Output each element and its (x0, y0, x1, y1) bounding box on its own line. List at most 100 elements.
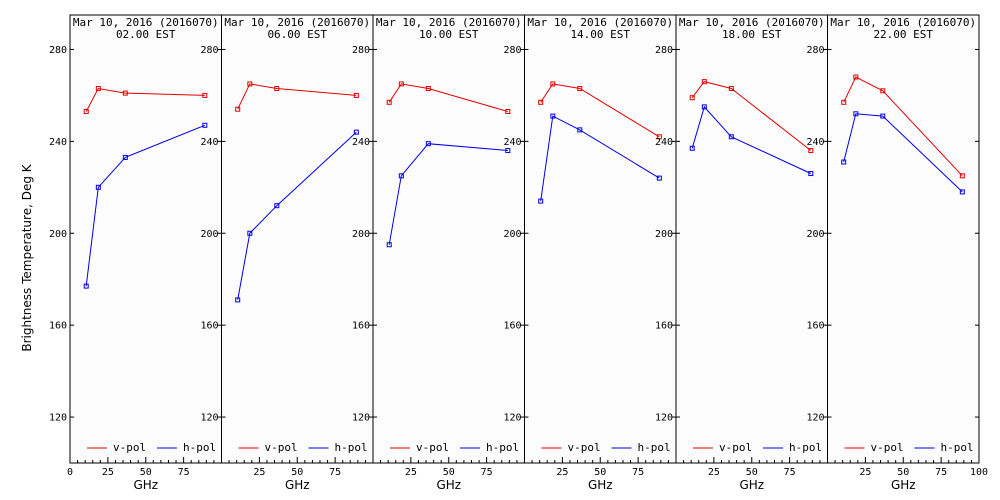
y-tick-label: 200 (655, 229, 673, 240)
y-tick-label: 120 (352, 413, 370, 424)
panel-subtitle: 18.00 EST (722, 28, 782, 41)
legend-label: h-pol (638, 441, 671, 454)
data-point (656, 175, 662, 181)
legend-label: v-pol (416, 441, 449, 454)
data-point (247, 230, 253, 236)
y-tick-label: 280 (503, 45, 521, 56)
data-point (247, 81, 253, 87)
series-line (843, 76, 963, 177)
x-tick-label: 50 (443, 467, 455, 478)
x-tick-label: 0 (67, 467, 73, 478)
panel-subtitle: 14.00 EST (570, 28, 630, 41)
x-tick-label: 25 (859, 467, 871, 478)
series-line (388, 83, 508, 112)
x-tick-label: 75 (178, 467, 190, 478)
series-line (843, 113, 963, 193)
data-point (398, 81, 404, 87)
data-point (95, 86, 101, 92)
panel-background (676, 15, 828, 463)
legend-label: h-pol (941, 441, 974, 454)
y-axis-label: Brightness Temperature, Deg K (20, 163, 34, 351)
y-tick-label: 240 (655, 137, 673, 148)
x-tick-label: 75 (632, 467, 644, 478)
data-point (83, 108, 89, 114)
data-point (425, 86, 431, 92)
panel-background (373, 15, 525, 463)
x-tick-label: 25 (556, 467, 568, 478)
x-axis-label: GHz (436, 478, 461, 492)
data-point (841, 99, 847, 105)
legend-label: v-pol (719, 441, 752, 454)
series-line (237, 131, 357, 300)
panel-background (221, 15, 373, 463)
panel-title: Mar 10, 2016 (2016070) (679, 16, 825, 29)
legend-label: h-pol (486, 441, 519, 454)
series-line (540, 83, 660, 138)
y-tick-label: 280 (806, 45, 824, 56)
y-tick-label: 200 (806, 229, 824, 240)
legend-label: v-pol (871, 441, 904, 454)
x-tick-label: 75 (481, 467, 493, 478)
panel-background (70, 15, 222, 463)
legend-label: v-pol (265, 441, 298, 454)
y-tick-label: 280 (655, 45, 673, 56)
panel-title: Mar 10, 2016 (2016070) (224, 16, 370, 29)
y-tick-label: 120 (503, 413, 521, 424)
y-tick-label: 200 (352, 229, 370, 240)
panel-title: Mar 10, 2016 (2016070) (73, 16, 219, 29)
chart-panel: Mar 10, 2016 (2016070)10.00 EST 120 160 200… (352, 14, 525, 492)
y-tick-label: 200 (503, 229, 521, 240)
x-tick-label: 75 (935, 467, 947, 478)
panel-subtitle: 02.00 EST (116, 28, 176, 41)
data-point (689, 145, 695, 151)
panel-subtitle: 10.00 EST (419, 28, 479, 41)
data-point (550, 113, 556, 119)
data-point (386, 99, 392, 105)
x-tick-label: 25 (253, 467, 265, 478)
data-point (538, 99, 544, 105)
data-point (386, 242, 392, 248)
y-tick-label: 160 (49, 321, 67, 332)
x-tick-label: 75 (784, 467, 796, 478)
y-tick-label: 120 (200, 413, 218, 424)
chart-panels: Mar 10, 2016 (2016070)02.00 EST120160200… (49, 14, 988, 492)
series-line (691, 81, 812, 151)
y-tick-label: 240 (503, 137, 521, 148)
data-point (728, 134, 734, 140)
y-tick-label: 240 (806, 137, 824, 148)
data-point (538, 198, 544, 204)
chart-panel: Mar 10, 2016 (2016070)02.00 EST 120 160 200… (49, 14, 222, 492)
y-tick-label: 160 (503, 321, 521, 332)
data-point (505, 148, 511, 154)
data-point (853, 111, 859, 117)
data-point (880, 113, 886, 119)
chart-panel: Mar 10, 2016 (2016070)06.00 EST 120 160 200… (200, 14, 374, 492)
x-tick-label: 50 (291, 467, 303, 478)
y-tick-label: 160 (200, 321, 218, 332)
y-tick-label: 240 (200, 137, 218, 148)
y-tick-label: 120 (655, 413, 673, 424)
x-axis-label: GHz (285, 478, 310, 492)
data-point (577, 127, 583, 133)
y-tick-label: 160 (806, 321, 824, 332)
data-point (122, 90, 128, 96)
data-point (353, 92, 359, 98)
x-tick-label: 25 (708, 467, 720, 478)
chart-panel: Mar 10, 2016 (2016070)22.00 EST 120 160 200… (806, 14, 988, 492)
panel-frame (827, 14, 980, 464)
data-point (353, 129, 359, 135)
panel-title: Mar 10, 2016 (2016070) (830, 16, 976, 29)
series-line (540, 115, 660, 202)
data-point (689, 95, 695, 101)
data-point (83, 283, 89, 289)
x-tick-label: 50 (140, 467, 152, 478)
data-point (701, 79, 707, 85)
panel-title: Mar 10, 2016 (2016070) (527, 16, 673, 29)
y-tick-label: 200 (200, 229, 218, 240)
legend-label: h-pol (789, 441, 822, 454)
x-tick-label: 25 (405, 467, 417, 478)
data-point (728, 86, 734, 92)
data-point (880, 88, 886, 94)
data-point (425, 141, 431, 147)
